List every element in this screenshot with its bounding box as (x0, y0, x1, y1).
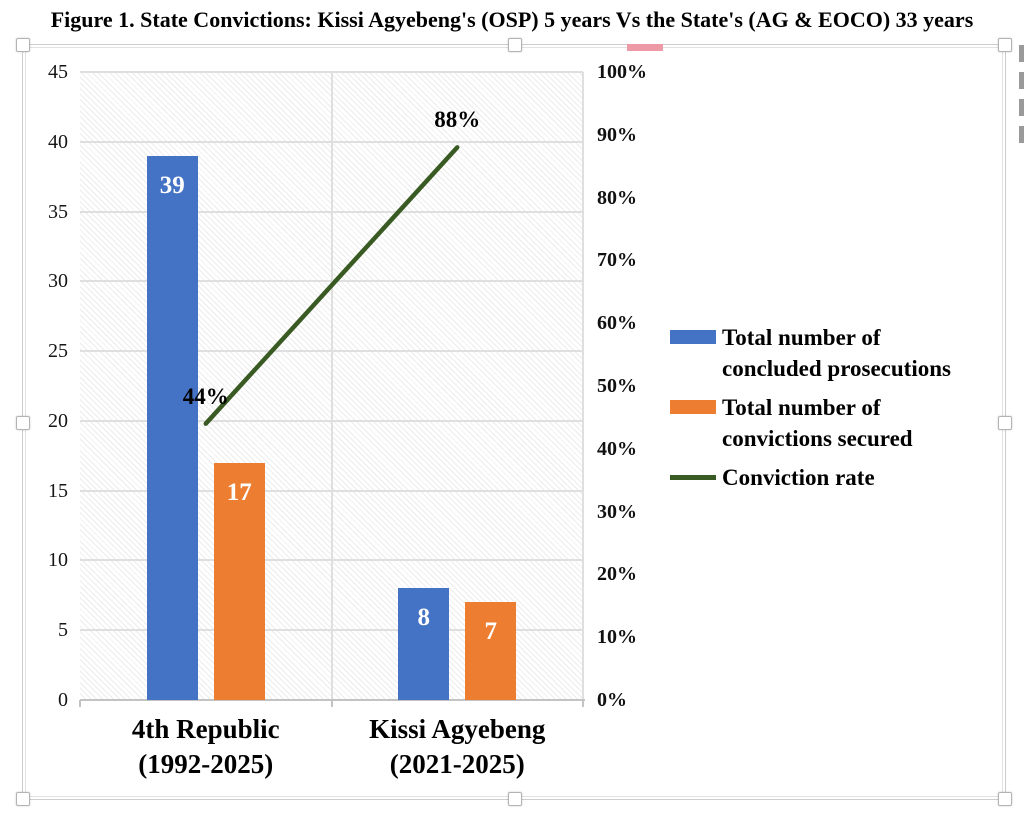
bar-concluded-prosecutions (146, 155, 198, 700)
resize-handle-top-left[interactable] (16, 38, 30, 52)
resize-handle-bottom-right[interactable] (998, 792, 1012, 806)
primary-axis-tick-label: 15 (48, 479, 68, 502)
secondary-axis-tick-label: 40% (597, 437, 637, 460)
secondary-axis-tick-label: 20% (597, 563, 637, 586)
legend-label-line: concluded prosecutions (722, 356, 951, 381)
line-data-label: 44% (182, 383, 229, 409)
category-axis-label-line: Kissi Agyebeng (369, 714, 546, 744)
legend-swatch-blue-bar (670, 330, 716, 344)
legend-item-conviction-rate[interactable]: Conviction rate (670, 462, 1005, 493)
bar-data-label: 8 (417, 604, 431, 632)
plot-gridline (582, 72, 584, 700)
category-axis-label-line: (1992-2025) (138, 749, 274, 779)
primary-axis-tick-label: 35 (48, 200, 68, 223)
x-axis-tick-mark (330, 700, 333, 707)
resize-handle-top-right[interactable] (998, 38, 1012, 52)
bar-concluded-prosecutions (398, 588, 450, 700)
resize-handle-bottom-middle[interactable] (508, 792, 522, 806)
primary-axis-tick-label: 25 (48, 340, 68, 363)
secondary-axis-tick-label: 50% (597, 375, 637, 397)
legend-label-line: Conviction rate (722, 465, 875, 490)
resize-handle-middle-left[interactable] (16, 416, 30, 430)
primary-axis-tick-label: 40 (48, 130, 68, 153)
legend-label-line: convictions secured (722, 426, 913, 451)
bar-data-label: 17 (226, 478, 252, 506)
bar-data-label: 7 (484, 618, 498, 646)
chart-title: Figure 1. State Convictions: Kissi Agyeb… (50, 7, 974, 32)
line-data-label: 88% (434, 107, 481, 133)
secondary-axis-tick-label: 0% (597, 689, 627, 711)
bar-convictions-secured (213, 462, 265, 700)
legend-item-concluded-prosecutions[interactable]: Total number of concluded prosecutions (670, 322, 1005, 384)
x-axis-tick-mark (79, 700, 81, 707)
chart-legend: Total number of concluded prosecutions T… (670, 322, 1005, 501)
legend-label: Conviction rate (722, 462, 875, 493)
legend-label-line: Total number of (722, 395, 881, 420)
category-axis-label-line: (2021-2025) (389, 749, 525, 779)
legend-label: Total number of convictions secured (722, 392, 913, 454)
secondary-axis-tick-label: 60% (597, 312, 637, 335)
primary-axis-tick-label: 10 (48, 549, 68, 572)
resize-handle-middle-right[interactable] (998, 416, 1012, 430)
primary-axis-tick-label: 20 (48, 409, 68, 432)
primary-axis-tick-label: 5 (58, 619, 68, 642)
secondary-axis-tick-label: 90% (597, 123, 637, 146)
clipped-edge-mark (1019, 72, 1024, 89)
clipped-edge-mark (1019, 99, 1024, 116)
bar-data-label: 39 (159, 171, 185, 199)
secondary-axis-tick-label: 100% (597, 61, 647, 83)
revision-highlight-mark (627, 44, 663, 51)
category-axis-label-line: 4th Republic (131, 714, 280, 744)
category-axis-label: Kissi Agyebeng (2021-2025) (297, 712, 617, 782)
legend-swatch-green-line (670, 475, 716, 480)
plot-gridline (330, 72, 333, 700)
legend-swatch-orange-bar (670, 400, 716, 414)
chart-selection-frame[interactable] (16, 38, 1012, 806)
resize-handle-top-middle[interactable] (508, 38, 522, 52)
x-axis-tick-mark (582, 700, 584, 707)
primary-axis-tick-label: 30 (48, 270, 68, 293)
resize-handle-bottom-left[interactable] (16, 792, 30, 806)
conviction-rate-line (203, 145, 460, 426)
legend-label: Total number of concluded prosecutions (722, 322, 951, 384)
category-axis-label: 4th Republic (1992-2025) (46, 712, 366, 782)
legend-item-convictions-secured[interactable]: Total number of convictions secured (670, 392, 1005, 454)
clipped-edge-mark (1019, 45, 1024, 62)
clipped-edge-mark (1019, 126, 1024, 143)
secondary-axis-tick-label: 10% (597, 626, 637, 649)
legend-label-line: Total number of (722, 325, 881, 350)
primary-axis-tick-label: 0 (58, 689, 68, 711)
secondary-axis-tick-label: 80% (597, 186, 637, 209)
secondary-axis-tick-label: 30% (597, 500, 637, 523)
primary-axis-tick-label: 45 (48, 61, 68, 83)
x-axis-line (80, 699, 585, 701)
secondary-axis-tick-label: 70% (597, 249, 637, 272)
bar-convictions-secured (465, 602, 517, 700)
